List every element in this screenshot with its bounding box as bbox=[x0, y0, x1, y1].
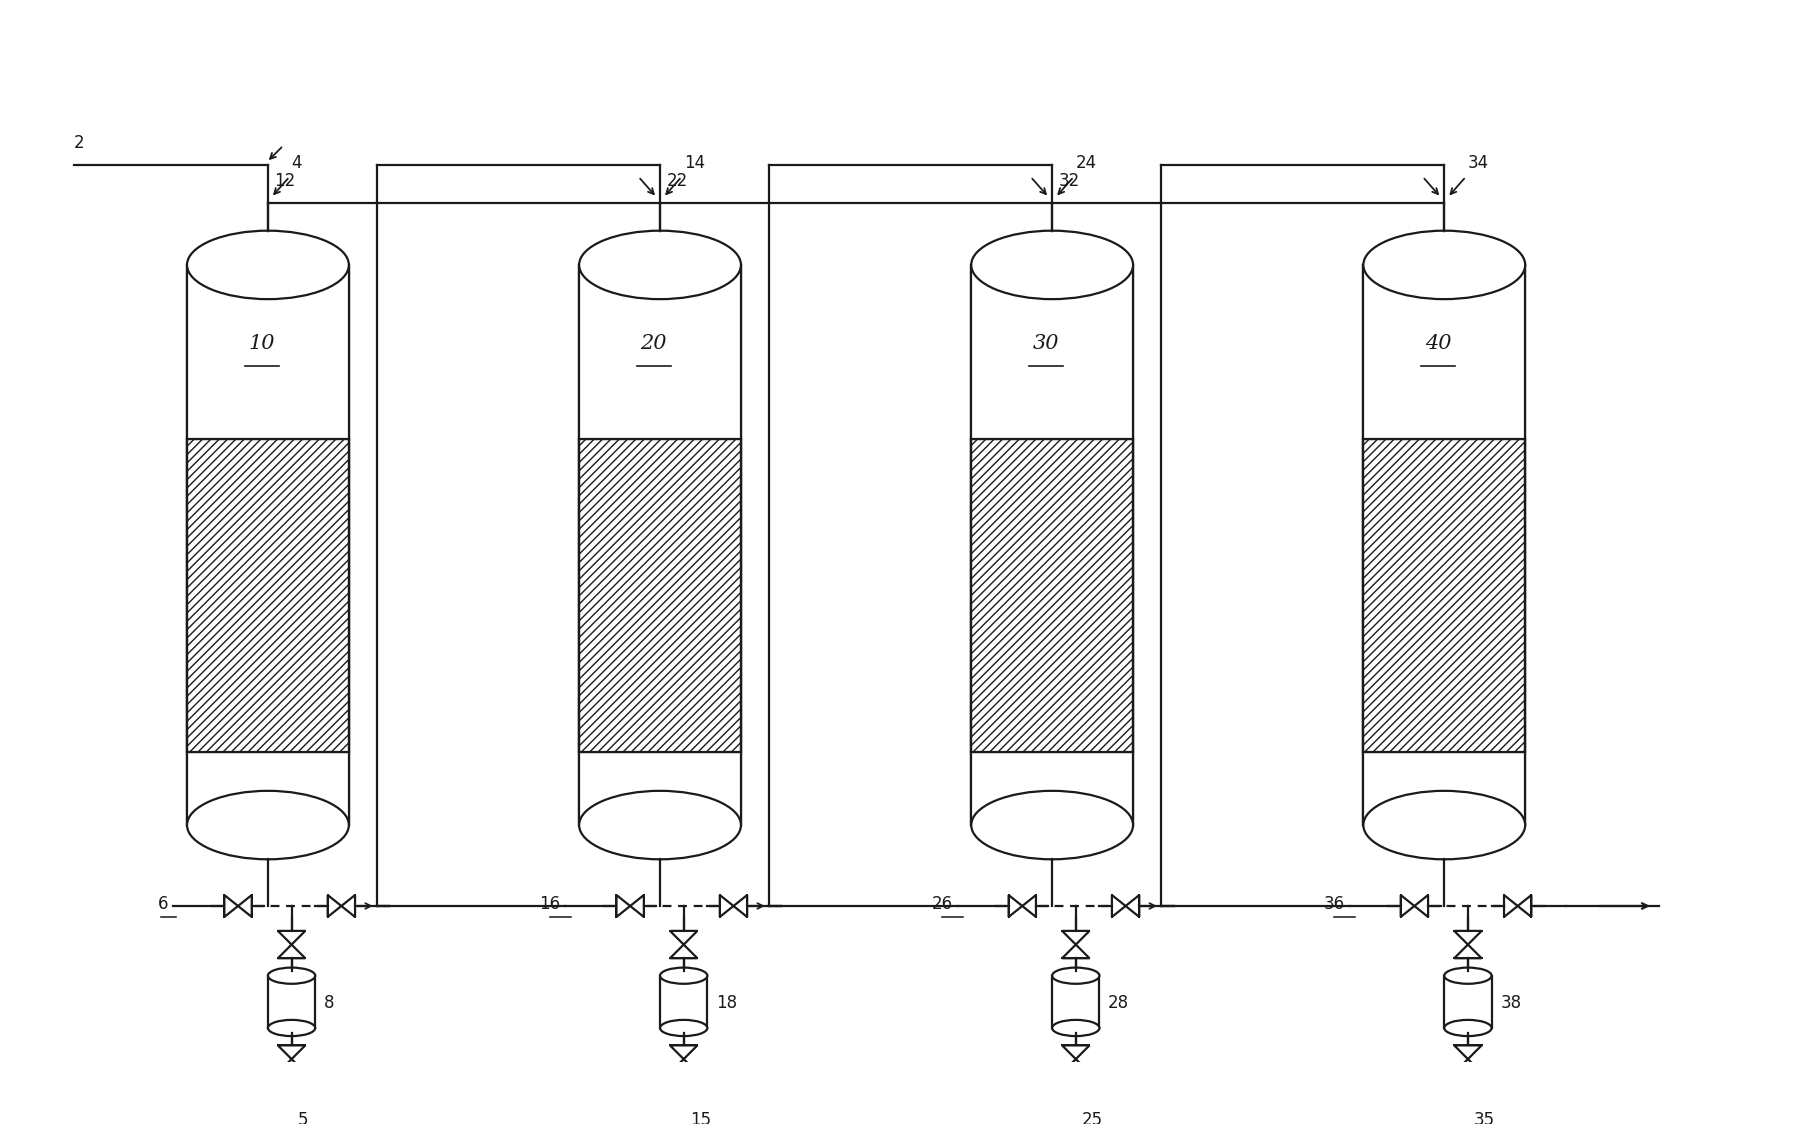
Text: 36: 36 bbox=[1324, 894, 1345, 912]
Polygon shape bbox=[1009, 895, 1022, 917]
Polygon shape bbox=[187, 265, 349, 439]
Polygon shape bbox=[187, 265, 349, 825]
Polygon shape bbox=[671, 931, 698, 944]
Polygon shape bbox=[1503, 895, 1518, 917]
Text: 6: 6 bbox=[158, 894, 169, 912]
Polygon shape bbox=[580, 265, 742, 825]
Polygon shape bbox=[278, 1045, 305, 1059]
Text: 16: 16 bbox=[540, 894, 560, 912]
Polygon shape bbox=[1454, 1045, 1482, 1059]
Polygon shape bbox=[1443, 976, 1491, 1028]
Text: 32: 32 bbox=[1058, 172, 1080, 190]
Polygon shape bbox=[971, 265, 1133, 825]
Ellipse shape bbox=[1364, 791, 1525, 860]
Polygon shape bbox=[1062, 931, 1089, 944]
Ellipse shape bbox=[187, 791, 349, 860]
Text: 25: 25 bbox=[1082, 1111, 1104, 1124]
Polygon shape bbox=[187, 752, 349, 825]
Polygon shape bbox=[631, 895, 644, 917]
Polygon shape bbox=[580, 265, 742, 439]
Polygon shape bbox=[278, 931, 305, 944]
Polygon shape bbox=[278, 944, 305, 959]
Polygon shape bbox=[660, 976, 707, 1028]
Polygon shape bbox=[1113, 895, 1125, 917]
Ellipse shape bbox=[267, 968, 315, 984]
Polygon shape bbox=[1053, 976, 1100, 1028]
Polygon shape bbox=[580, 439, 742, 752]
Text: 28: 28 bbox=[1109, 992, 1129, 1010]
Polygon shape bbox=[278, 1059, 305, 1072]
Ellipse shape bbox=[580, 791, 742, 860]
Text: 38: 38 bbox=[1500, 992, 1522, 1010]
Polygon shape bbox=[671, 1045, 698, 1059]
Ellipse shape bbox=[1053, 1019, 1100, 1036]
Polygon shape bbox=[616, 895, 631, 917]
Polygon shape bbox=[1364, 265, 1525, 439]
Polygon shape bbox=[720, 895, 733, 917]
Ellipse shape bbox=[1364, 232, 1525, 300]
Polygon shape bbox=[1364, 265, 1525, 825]
Text: 14: 14 bbox=[684, 154, 705, 172]
Polygon shape bbox=[1125, 895, 1140, 917]
Polygon shape bbox=[238, 895, 251, 917]
Ellipse shape bbox=[1443, 1019, 1491, 1036]
Ellipse shape bbox=[1443, 968, 1491, 984]
Polygon shape bbox=[1454, 1059, 1482, 1072]
Polygon shape bbox=[1062, 1045, 1089, 1059]
Polygon shape bbox=[224, 895, 238, 917]
Polygon shape bbox=[671, 1059, 698, 1072]
Text: 30: 30 bbox=[1033, 334, 1060, 352]
Text: 4: 4 bbox=[291, 154, 302, 172]
Polygon shape bbox=[580, 752, 742, 825]
Polygon shape bbox=[1518, 895, 1531, 917]
Polygon shape bbox=[267, 976, 315, 1028]
Text: 15: 15 bbox=[689, 1111, 711, 1124]
Polygon shape bbox=[1454, 931, 1482, 944]
Ellipse shape bbox=[580, 232, 742, 300]
Ellipse shape bbox=[1053, 968, 1100, 984]
Text: 8: 8 bbox=[324, 992, 335, 1010]
Text: 35: 35 bbox=[1474, 1111, 1494, 1124]
Polygon shape bbox=[1400, 895, 1414, 917]
Ellipse shape bbox=[187, 232, 349, 300]
Text: 24: 24 bbox=[1076, 154, 1096, 172]
Polygon shape bbox=[187, 439, 349, 752]
Polygon shape bbox=[971, 752, 1133, 825]
Text: 10: 10 bbox=[249, 334, 275, 352]
Polygon shape bbox=[971, 265, 1133, 439]
Polygon shape bbox=[327, 895, 342, 917]
Text: 18: 18 bbox=[716, 992, 736, 1010]
Polygon shape bbox=[971, 439, 1133, 752]
Ellipse shape bbox=[660, 1019, 707, 1036]
Polygon shape bbox=[1062, 1059, 1089, 1072]
Ellipse shape bbox=[660, 968, 707, 984]
Polygon shape bbox=[1022, 895, 1036, 917]
Text: 2: 2 bbox=[75, 134, 84, 152]
Polygon shape bbox=[1414, 895, 1429, 917]
Text: 5: 5 bbox=[298, 1111, 309, 1124]
Text: 26: 26 bbox=[931, 894, 953, 912]
Ellipse shape bbox=[971, 791, 1133, 860]
Text: 40: 40 bbox=[1425, 334, 1451, 352]
Text: 22: 22 bbox=[665, 172, 687, 190]
Ellipse shape bbox=[267, 1019, 315, 1036]
Polygon shape bbox=[1364, 752, 1525, 825]
Text: 20: 20 bbox=[640, 334, 667, 352]
Polygon shape bbox=[1454, 944, 1482, 959]
Polygon shape bbox=[1062, 944, 1089, 959]
Polygon shape bbox=[1364, 439, 1525, 752]
Text: 12: 12 bbox=[275, 172, 295, 190]
Ellipse shape bbox=[971, 232, 1133, 300]
Polygon shape bbox=[671, 944, 698, 959]
Polygon shape bbox=[342, 895, 355, 917]
Text: 34: 34 bbox=[1467, 154, 1489, 172]
Polygon shape bbox=[733, 895, 747, 917]
